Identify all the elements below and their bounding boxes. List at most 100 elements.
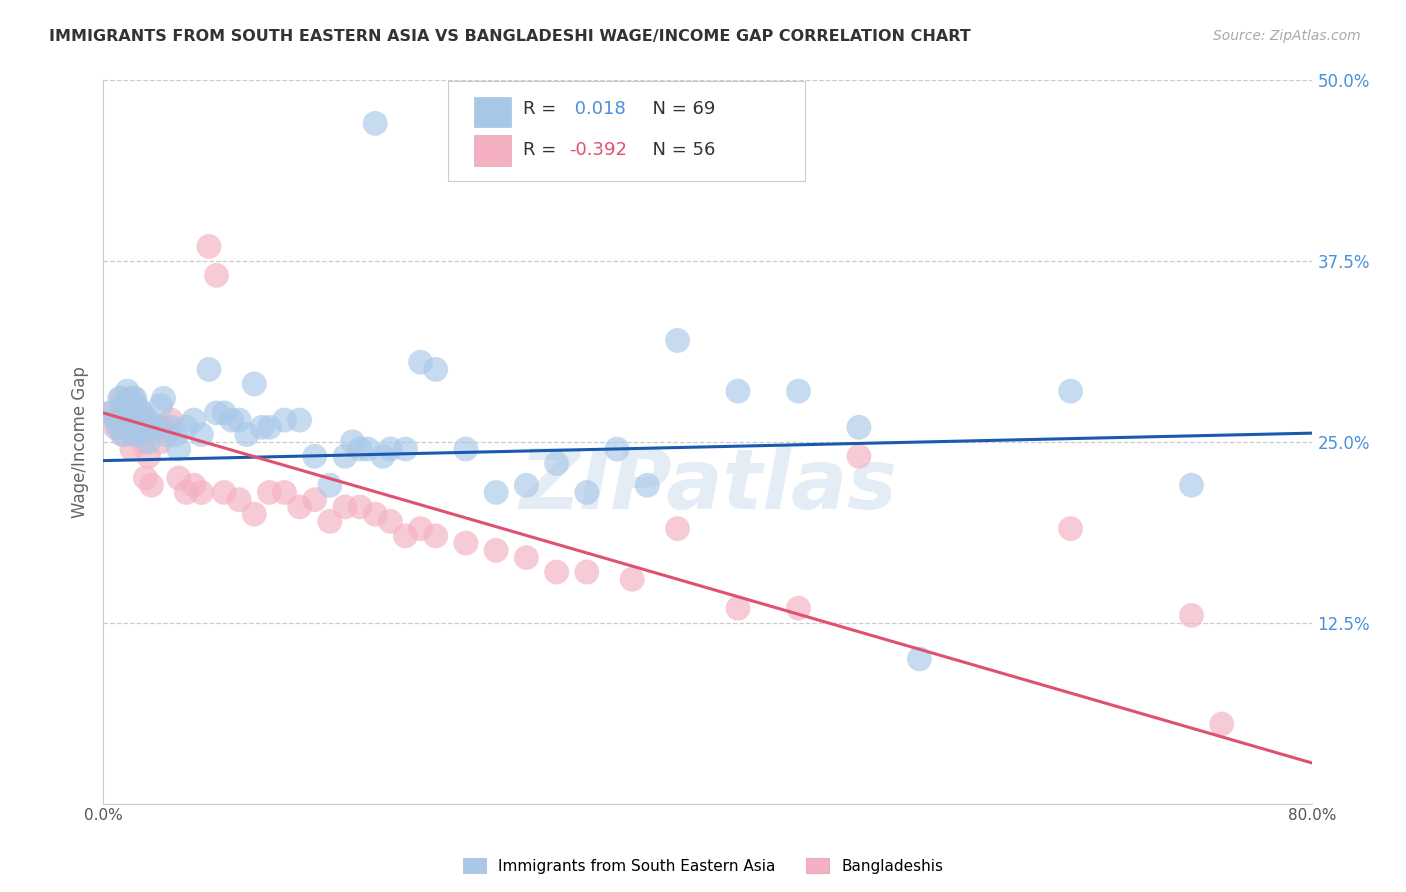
Point: [121, 413, 143, 427]
Point: [165, 427, 187, 442]
Point: [1180, 608, 1202, 623]
Point: [124, 399, 146, 413]
Point: [124, 392, 146, 406]
Point: [167, 442, 190, 456]
FancyBboxPatch shape: [474, 96, 510, 127]
Point: [205, 406, 228, 420]
Point: [333, 500, 356, 514]
Point: [104, 420, 127, 434]
Point: [145, 420, 167, 434]
Point: [454, 442, 477, 456]
Point: [131, 406, 153, 420]
Point: [174, 420, 197, 434]
Point: [333, 450, 356, 464]
Point: [138, 413, 160, 427]
Point: [371, 450, 394, 464]
Point: [288, 500, 311, 514]
Point: [1211, 717, 1233, 731]
Point: [485, 543, 508, 558]
Point: [349, 500, 371, 514]
Point: [104, 413, 127, 427]
Point: [515, 478, 537, 492]
Point: [787, 601, 810, 615]
Point: [243, 507, 266, 521]
Point: [117, 399, 139, 413]
Point: [727, 601, 749, 615]
Point: [198, 239, 221, 253]
Point: [117, 384, 139, 399]
Point: [621, 572, 644, 586]
Point: [273, 485, 295, 500]
Point: [183, 478, 205, 492]
Point: [160, 413, 183, 427]
Point: [546, 457, 568, 471]
Point: [212, 485, 235, 500]
Text: N = 56: N = 56: [641, 141, 716, 159]
Point: [1059, 522, 1081, 536]
FancyBboxPatch shape: [474, 135, 510, 166]
Point: [273, 413, 295, 427]
Point: [349, 442, 371, 456]
Point: [100, 406, 122, 420]
Point: [145, 420, 167, 434]
Point: [319, 515, 342, 529]
Point: [125, 399, 148, 413]
Point: [380, 515, 402, 529]
Point: [485, 485, 508, 500]
Text: R =: R =: [523, 100, 562, 118]
Point: [546, 565, 568, 579]
Point: [138, 434, 160, 449]
Point: [149, 434, 172, 449]
Point: [364, 116, 387, 130]
Point: [575, 565, 598, 579]
Point: [364, 507, 387, 521]
Point: [425, 362, 447, 376]
Point: [666, 334, 689, 348]
Point: [111, 427, 134, 442]
Point: [235, 427, 257, 442]
Point: [221, 413, 243, 427]
Point: [120, 420, 142, 434]
Point: [190, 427, 212, 442]
Text: Source: ZipAtlas.com: Source: ZipAtlas.com: [1213, 29, 1361, 44]
Point: [149, 399, 172, 413]
Point: [304, 450, 326, 464]
Point: [454, 536, 477, 550]
Point: [100, 406, 122, 420]
Point: [727, 384, 749, 399]
Point: [134, 471, 156, 485]
Point: [107, 413, 129, 427]
Point: [152, 420, 174, 434]
Point: [848, 450, 870, 464]
Point: [787, 384, 810, 399]
Point: [575, 485, 598, 500]
Point: [111, 427, 134, 442]
Point: [394, 529, 416, 543]
Legend: Immigrants from South Eastern Asia, Bangladeshis: Immigrants from South Eastern Asia, Bang…: [457, 852, 949, 880]
Point: [190, 485, 212, 500]
Legend: , : ,: [475, 93, 540, 167]
Point: [125, 413, 148, 427]
Point: [107, 420, 129, 434]
Point: [259, 485, 281, 500]
Point: [228, 413, 250, 427]
Point: [167, 471, 190, 485]
Point: [243, 376, 266, 391]
Point: [304, 492, 326, 507]
Point: [288, 413, 311, 427]
Point: [127, 427, 149, 442]
Point: [134, 413, 156, 427]
Point: [121, 442, 143, 456]
Point: [1059, 384, 1081, 399]
Point: [108, 392, 131, 406]
Point: [848, 420, 870, 434]
Point: [122, 392, 145, 406]
Point: [183, 413, 205, 427]
Point: [174, 485, 197, 500]
Point: [114, 399, 136, 413]
Point: [409, 522, 432, 536]
Point: [394, 442, 416, 456]
Point: [636, 478, 658, 492]
Point: [409, 355, 432, 369]
Point: [122, 427, 145, 442]
